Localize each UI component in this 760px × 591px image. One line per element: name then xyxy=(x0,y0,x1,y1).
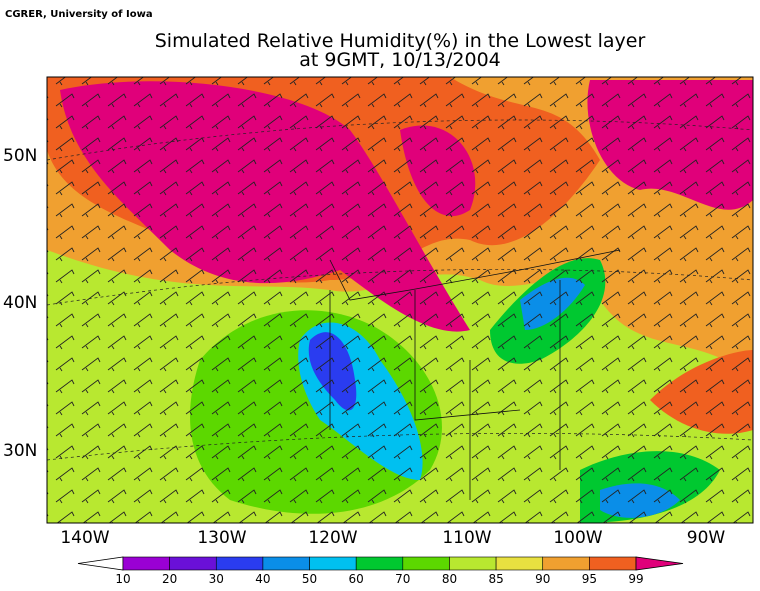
title-line-2: at 9GMT, 10/13/2004 xyxy=(299,49,501,71)
colorbar-swatch xyxy=(215,556,264,571)
colorbar-label: 10 xyxy=(115,572,130,586)
colorbar-label: 70 xyxy=(395,572,410,586)
lon-label: 120W xyxy=(308,528,357,548)
colorbar-swatch xyxy=(402,556,450,571)
colorbar-end xyxy=(77,556,124,571)
lon-label: 90W xyxy=(687,528,726,548)
colorbar-swatch xyxy=(262,556,310,571)
map xyxy=(47,77,753,523)
colorbar-label: 90 xyxy=(535,572,550,586)
colorbar-swatch xyxy=(542,556,590,571)
colorbar-label: 30 xyxy=(209,572,224,586)
colorbar-swatch xyxy=(169,556,217,571)
colorbar-swatch xyxy=(449,556,497,571)
lat-label: 50N xyxy=(3,146,37,166)
colorbar-label: 40 xyxy=(255,572,270,586)
lat-label: 40N xyxy=(3,293,37,313)
colorbar-label: 85 xyxy=(488,572,503,586)
colorbar-swatch xyxy=(122,556,170,571)
colorbar: 10 20 30 40 50 60 70 80 85 90 95 99 xyxy=(77,556,684,586)
colorbar-swatch xyxy=(309,556,357,571)
colorbar-label: 60 xyxy=(349,572,364,586)
credit: CGRER, University of Iowa xyxy=(5,9,153,20)
lon-label: 100W xyxy=(553,528,602,548)
lon-label: 130W xyxy=(197,528,246,548)
lat-label: 30N xyxy=(3,441,37,461)
colorbar-label: 95 xyxy=(582,572,597,586)
colorbar-swatch xyxy=(495,556,544,571)
lon-label: 110W xyxy=(442,528,491,548)
colorbar-label: 80 xyxy=(442,572,457,586)
colorbar-swatch xyxy=(589,556,637,571)
colorbar-label: 20 xyxy=(162,572,177,586)
lon-label: 140W xyxy=(60,528,109,548)
title-line-1: Simulated Relative Humidity(%) in the Lo… xyxy=(155,30,646,52)
map-frame xyxy=(46,76,754,524)
colorbar-label: 99 xyxy=(628,572,643,586)
colorbar-end xyxy=(635,556,684,571)
colorbar-swatch xyxy=(355,556,404,571)
colorbar-label: 50 xyxy=(302,572,317,586)
